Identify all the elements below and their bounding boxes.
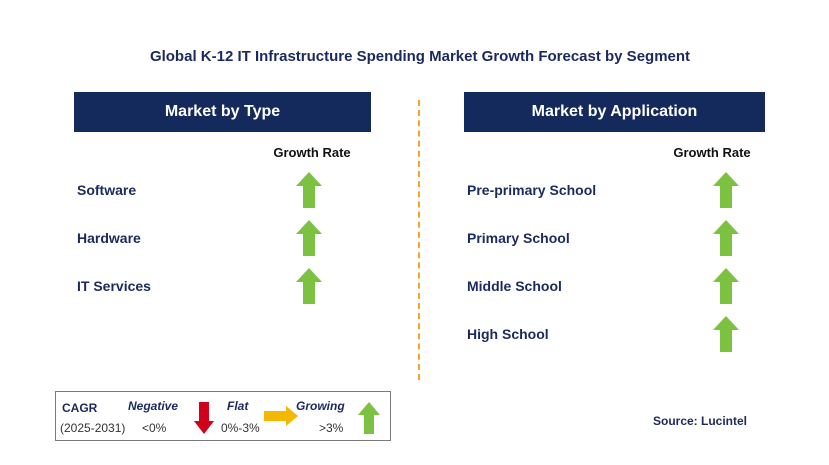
source-note: Source: Lucintel xyxy=(653,414,748,428)
page-title: Global K-12 IT Infrastructure Spending M… xyxy=(149,48,691,65)
application-row-label-pre-primary: Pre-primary School xyxy=(467,182,597,198)
right-arrow-icon xyxy=(264,406,298,426)
up-arrow-icon xyxy=(358,402,380,434)
legend-growing-value: >3% xyxy=(319,421,344,435)
legend-flat-label: Flat xyxy=(227,399,249,413)
up-arrow-icon xyxy=(713,172,739,208)
up-arrow-icon xyxy=(296,172,322,208)
application-row-label-middle: Middle School xyxy=(467,278,562,294)
up-arrow-icon xyxy=(296,268,322,304)
up-arrow-icon xyxy=(713,220,739,256)
type-growth-rate-header: Growth Rate xyxy=(273,145,351,160)
type-panel-header: Market by Type xyxy=(74,92,371,132)
application-growth-rate-header: Growth Rate xyxy=(673,145,751,160)
type-row-label-software: Software xyxy=(77,182,137,198)
legend-negative-label: Negative xyxy=(128,399,179,413)
up-arrow-icon xyxy=(296,220,322,256)
type-row-label-hardware: Hardware xyxy=(77,230,141,246)
legend-period: (2025-2031) xyxy=(60,421,126,435)
application-panel-header: Market by Application xyxy=(464,92,765,132)
cagr-legend: CAGR (2025-2031) Negative <0% Flat 0%-3%… xyxy=(55,391,391,441)
application-row-label-primary: Primary School xyxy=(467,230,570,246)
application-row-label-high: High School xyxy=(467,326,549,342)
down-arrow-icon xyxy=(194,402,214,434)
type-row-label-it-services: IT Services xyxy=(77,278,151,294)
legend-growing-label: Growing xyxy=(296,399,345,413)
up-arrow-icon xyxy=(713,268,739,304)
up-arrow-icon xyxy=(713,316,739,352)
panel-divider xyxy=(418,100,420,380)
legend-negative-value: <0% xyxy=(142,421,167,435)
legend-cagr-label: CAGR xyxy=(62,401,98,415)
legend-flat-value: 0%-3% xyxy=(221,421,260,435)
